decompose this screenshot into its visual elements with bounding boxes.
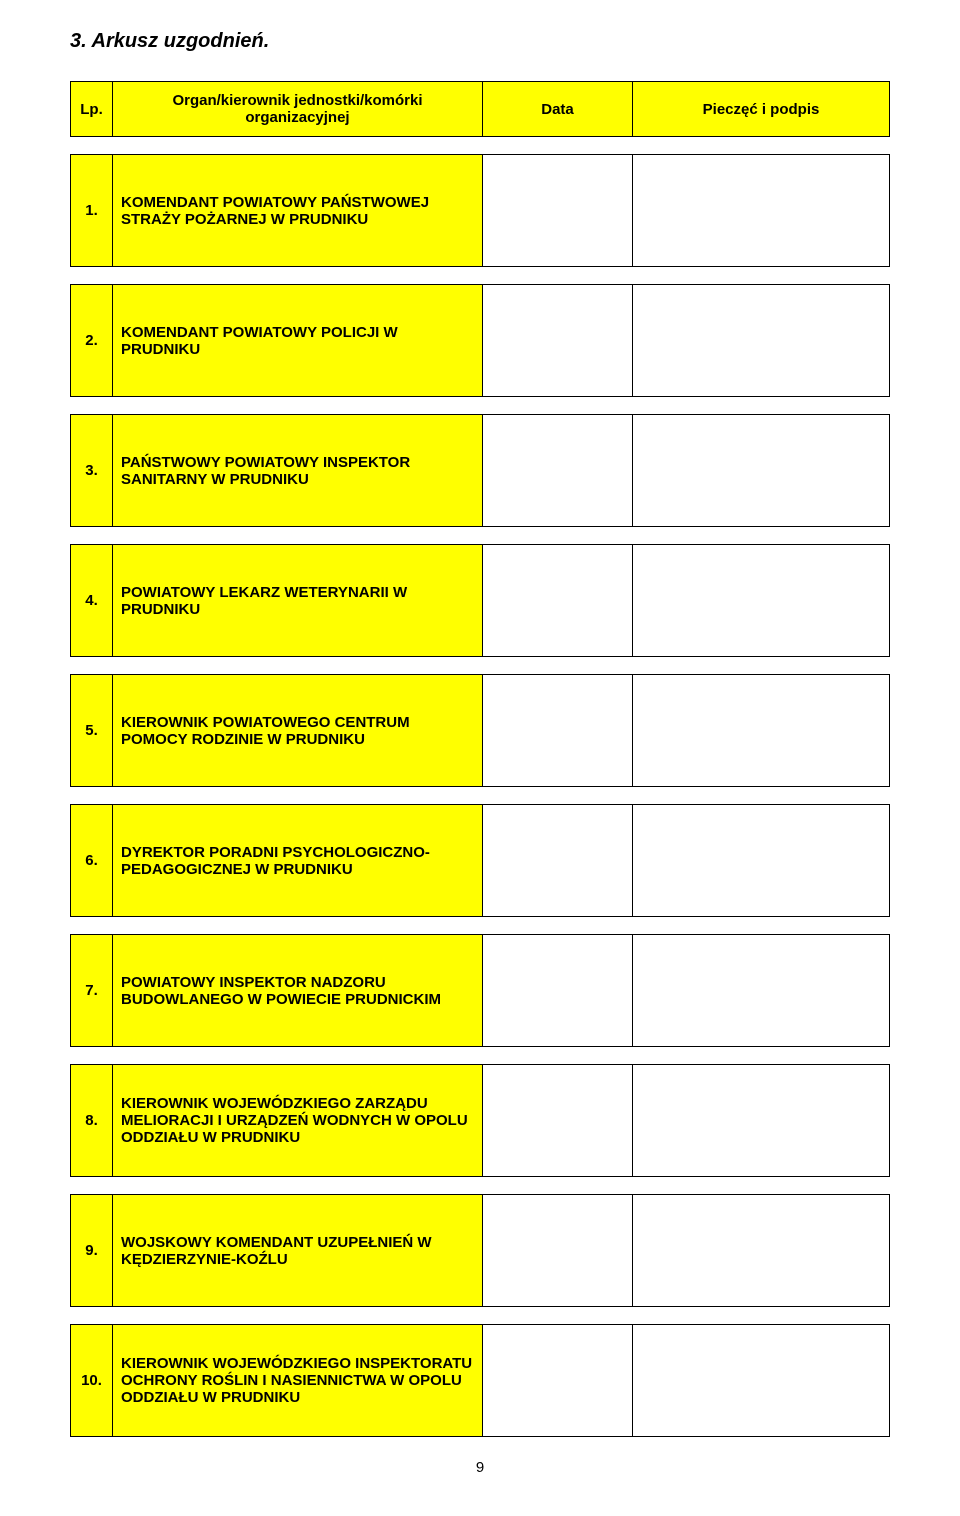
row-data [483, 415, 633, 527]
row-organ: WOJSKOWY KOMENDANT UZUPEŁNIEŃ W KĘDZIERZ… [113, 1195, 483, 1307]
header-stamp: Pieczęć i podpis [633, 82, 890, 137]
row-lp: 10. [71, 1325, 113, 1437]
row-data [483, 285, 633, 397]
row-organ: DYREKTOR PORADNI PSYCHOLOGICZNO-PEDAGOGI… [113, 805, 483, 917]
row-organ: KIEROWNIK POWIATOWEGO CENTRUM POMOCY ROD… [113, 675, 483, 787]
row-data [483, 1195, 633, 1307]
row-organ: KOMENDANT POWIATOWY PAŃSTWOWEJ STRAŻY PO… [113, 155, 483, 267]
row-lp: 3. [71, 415, 113, 527]
row-stamp [633, 675, 890, 787]
row-data [483, 545, 633, 657]
header-data: Data [483, 82, 633, 137]
header-lp: Lp. [71, 82, 113, 137]
row-data [483, 805, 633, 917]
table-header-row: Lp. Organ/kierownik jednostki/komórki or… [71, 82, 890, 137]
row-stamp [633, 1195, 890, 1307]
row-organ: POWIATOWY INSPEKTOR NADZORU BUDOWLANEGO … [113, 935, 483, 1047]
header-organ: Organ/kierownik jednostki/komórki organi… [113, 82, 483, 137]
row-lp: 7. [71, 935, 113, 1047]
row-stamp [633, 545, 890, 657]
row-stamp [633, 805, 890, 917]
row-stamp [633, 1325, 890, 1437]
row-lp: 1. [71, 155, 113, 267]
table-row: 4. POWIATOWY LEKARZ WETERYNARII W PRUDNI… [71, 545, 890, 657]
row-organ: KOMENDANT POWIATOWY POLICJI W PRUDNIKU [113, 285, 483, 397]
agreement-table: Lp. Organ/kierownik jednostki/komórki or… [70, 81, 890, 1437]
table-row: 7. POWIATOWY INSPEKTOR NADZORU BUDOWLANE… [71, 935, 890, 1047]
row-data [483, 155, 633, 267]
table-row: 5. KIEROWNIK POWIATOWEGO CENTRUM POMOCY … [71, 675, 890, 787]
row-stamp [633, 155, 890, 267]
row-lp: 9. [71, 1195, 113, 1307]
row-data [483, 1065, 633, 1177]
section-title: 3. Arkusz uzgodnień. [70, 30, 890, 53]
table-row: 6. DYREKTOR PORADNI PSYCHOLOGICZNO-PEDAG… [71, 805, 890, 917]
row-lp: 5. [71, 675, 113, 787]
row-lp: 6. [71, 805, 113, 917]
page-number: 9 [70, 1459, 890, 1476]
table-row: 3. PAŃSTWOWY POWIATOWY INSPEKTOR SANITAR… [71, 415, 890, 527]
row-organ: PAŃSTWOWY POWIATOWY INSPEKTOR SANITARNY … [113, 415, 483, 527]
row-organ: KIEROWNIK WOJEWÓDZKIEGO INSPEKTORATU OCH… [113, 1325, 483, 1437]
table-row: 1. KOMENDANT POWIATOWY PAŃSTWOWEJ STRAŻY… [71, 155, 890, 267]
row-stamp [633, 1065, 890, 1177]
row-lp: 8. [71, 1065, 113, 1177]
row-data [483, 935, 633, 1047]
table-row: 9. WOJSKOWY KOMENDANT UZUPEŁNIEŃ W KĘDZI… [71, 1195, 890, 1307]
row-stamp [633, 935, 890, 1047]
row-organ: KIEROWNIK WOJEWÓDZKIEGO ZARZĄDU MELIORAC… [113, 1065, 483, 1177]
table-row: 10. KIEROWNIK WOJEWÓDZKIEGO INSPEKTORATU… [71, 1325, 890, 1437]
row-organ: POWIATOWY LEKARZ WETERYNARII W PRUDNIKU [113, 545, 483, 657]
row-lp: 2. [71, 285, 113, 397]
table-row: 2. KOMENDANT POWIATOWY POLICJI W PRUDNIK… [71, 285, 890, 397]
row-lp: 4. [71, 545, 113, 657]
row-stamp [633, 415, 890, 527]
row-data [483, 1325, 633, 1437]
row-data [483, 675, 633, 787]
table-row: 8. KIEROWNIK WOJEWÓDZKIEGO ZARZĄDU MELIO… [71, 1065, 890, 1177]
row-stamp [633, 285, 890, 397]
